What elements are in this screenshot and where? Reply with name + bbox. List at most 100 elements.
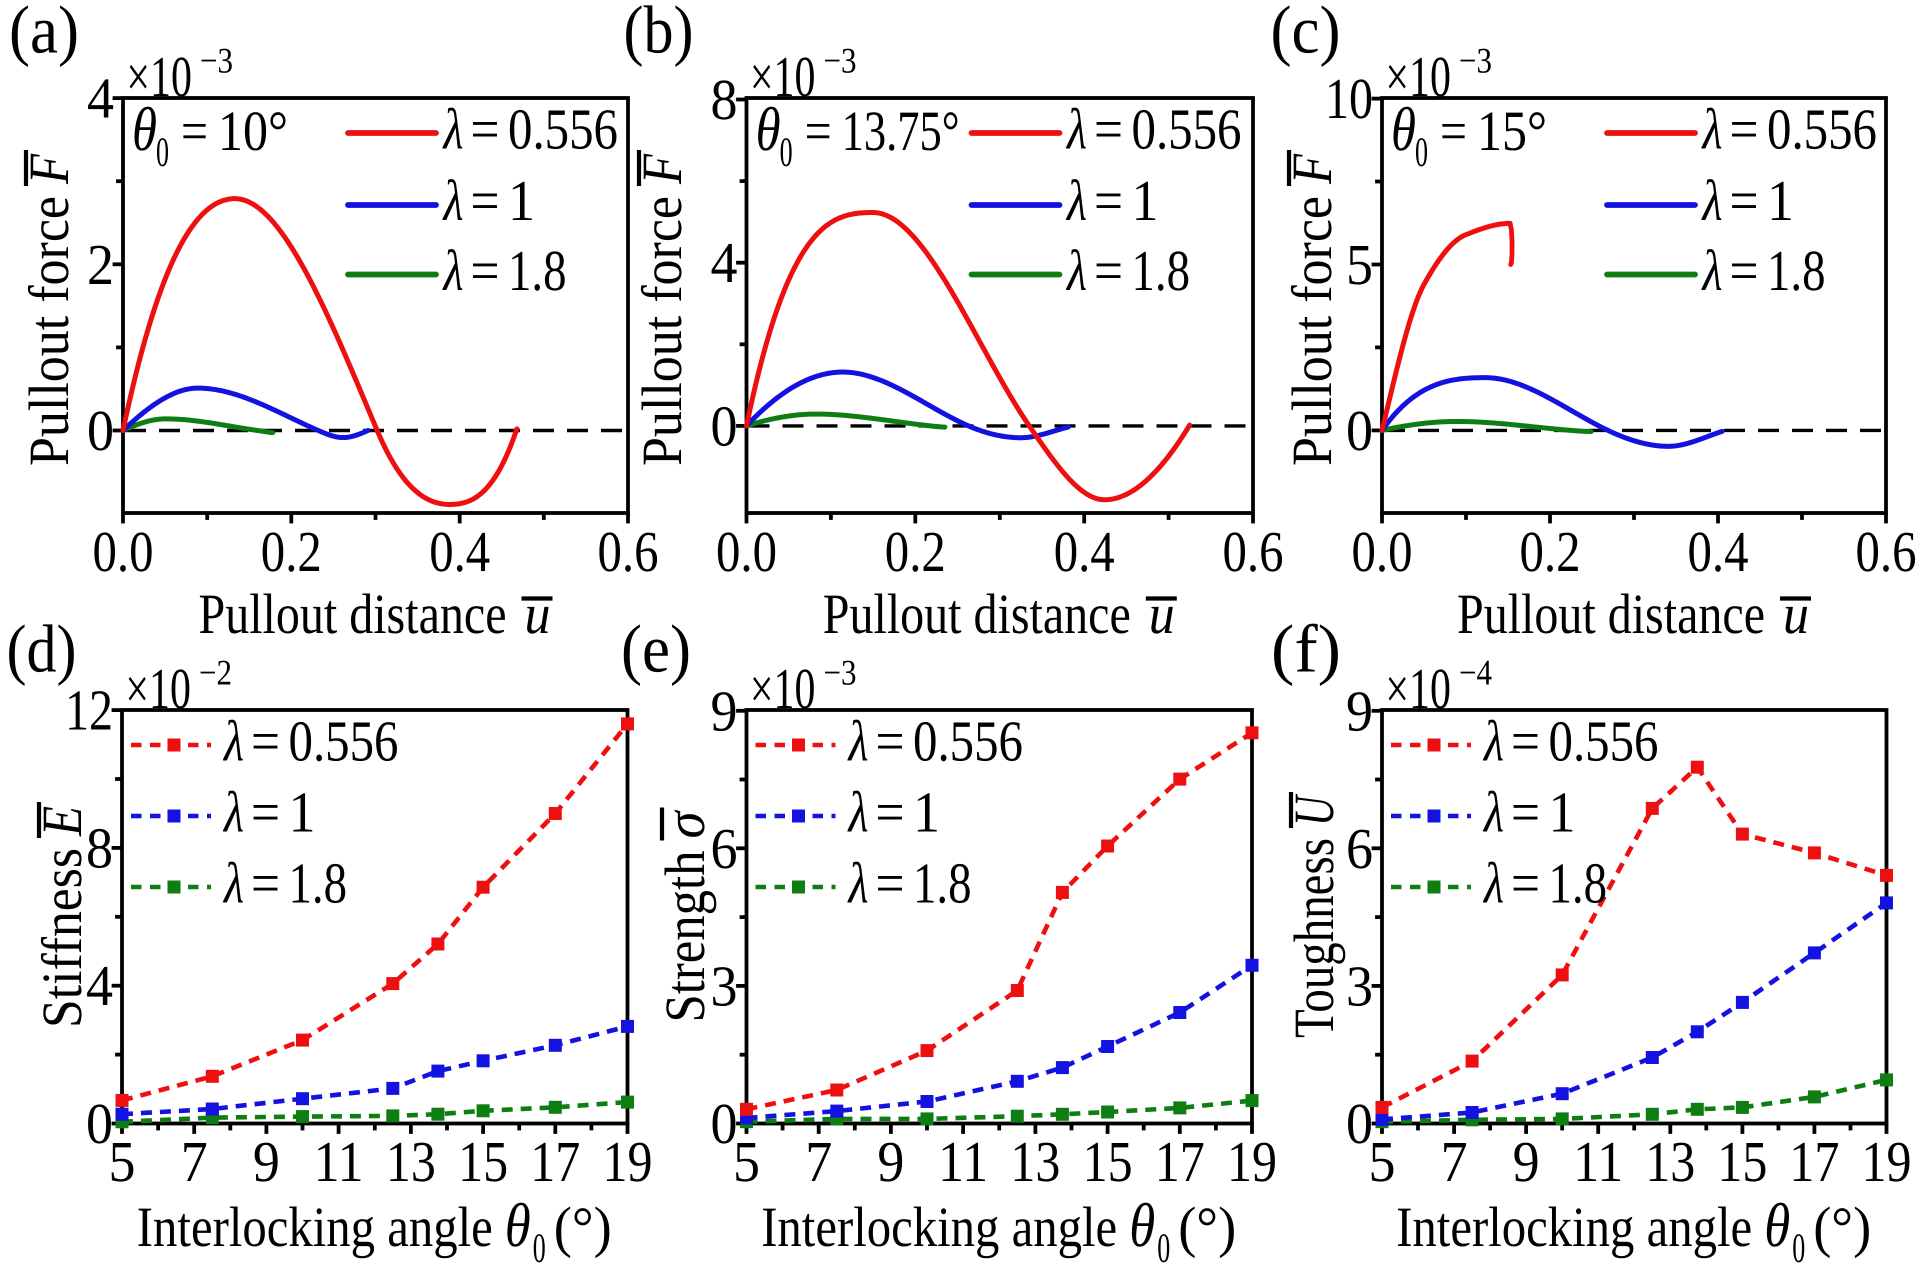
svg-text:(°): (°) (554, 1196, 612, 1259)
svg-text:u: u (1783, 583, 1809, 646)
svg-text:(c): (c) (1271, 0, 1341, 68)
svg-text:0: 0 (1346, 398, 1373, 463)
svg-text:λ: λ (847, 709, 869, 774)
svg-text:0.4: 0.4 (1688, 519, 1749, 584)
svg-text:λ: λ (847, 780, 869, 845)
svg-text:0.2: 0.2 (261, 519, 322, 584)
svg-text:θ: θ (505, 1192, 531, 1260)
svg-text:λ: λ (1701, 168, 1723, 233)
svg-text:3: 3 (1346, 953, 1373, 1018)
svg-text:U: U (1283, 793, 1346, 826)
svg-text:15: 15 (458, 1129, 508, 1194)
svg-text:=: = (1730, 238, 1759, 303)
svg-text:11: 11 (1573, 1129, 1623, 1194)
svg-text:13: 13 (386, 1129, 436, 1194)
svg-text:=: = (471, 97, 500, 162)
svg-text:Pullout force: Pullout force (631, 196, 694, 466)
svg-text:Interlocking angle: Interlocking angle (137, 1196, 493, 1259)
svg-text:=: = (1440, 100, 1467, 163)
svg-text:=: = (1511, 709, 1540, 774)
svg-text:(e): (e) (621, 611, 691, 687)
svg-text:(°): (°) (1178, 1196, 1236, 1259)
svg-text:=: = (1730, 168, 1759, 233)
svg-text:λ: λ (222, 709, 244, 774)
svg-text:F: F (18, 153, 81, 185)
svg-text:Strength: Strength (654, 851, 717, 1023)
svg-text:λ: λ (1482, 851, 1504, 916)
svg-text:1: 1 (1767, 168, 1794, 233)
svg-text:0.556: 0.556 (508, 97, 618, 162)
svg-text:13: 13 (1645, 1129, 1695, 1194)
svg-text:(°): (°) (1813, 1196, 1871, 1259)
svg-text:17: 17 (530, 1129, 580, 1194)
svg-text:×10: ×10 (750, 656, 816, 721)
svg-text:6: 6 (711, 816, 738, 881)
svg-text:(b): (b) (624, 0, 694, 68)
svg-text:=: = (1094, 238, 1123, 303)
svg-text:λ: λ (847, 851, 869, 916)
svg-text:0: 0 (711, 1091, 738, 1156)
svg-text:1.8: 1.8 (508, 238, 567, 303)
svg-text:0: 0 (780, 130, 793, 176)
svg-text:θ: θ (1391, 96, 1416, 164)
svg-text:1.8: 1.8 (1767, 238, 1826, 303)
svg-text:0.0: 0.0 (716, 519, 777, 584)
svg-text:9: 9 (253, 1129, 280, 1194)
svg-text:0: 0 (1415, 130, 1428, 176)
svg-text:λ: λ (442, 168, 464, 233)
svg-text:1.8: 1.8 (913, 851, 972, 916)
svg-text:×10: ×10 (750, 44, 816, 109)
svg-text:0: 0 (156, 130, 169, 176)
svg-text:λ: λ (1482, 709, 1504, 774)
svg-text:θ: θ (1764, 1192, 1790, 1260)
svg-text:λ: λ (1701, 97, 1723, 162)
svg-text:17: 17 (1155, 1129, 1205, 1194)
svg-text:0.4: 0.4 (429, 519, 490, 584)
svg-text:0.2: 0.2 (885, 519, 946, 584)
svg-text:λ: λ (222, 851, 244, 916)
svg-text:0.6: 0.6 (598, 519, 659, 584)
svg-text:Pullout force: Pullout force (1281, 196, 1344, 466)
svg-text:5: 5 (109, 1129, 136, 1194)
svg-text:0: 0 (87, 398, 114, 463)
svg-text:4: 4 (711, 230, 738, 295)
svg-text:F: F (631, 153, 694, 185)
svg-text:1: 1 (289, 780, 316, 845)
svg-text:0: 0 (1792, 1226, 1805, 1265)
svg-text:0: 0 (1157, 1226, 1170, 1265)
svg-text:10: 10 (1325, 66, 1373, 131)
svg-text:Interlocking angle: Interlocking angle (1396, 1196, 1752, 1259)
svg-text:0.2: 0.2 (1520, 519, 1581, 584)
svg-text:19: 19 (1227, 1129, 1277, 1194)
svg-text:1: 1 (1132, 168, 1159, 233)
svg-text:19: 19 (1862, 1129, 1912, 1194)
svg-text:E: E (31, 806, 94, 837)
svg-text:13.75°: 13.75° (842, 100, 960, 163)
svg-text:5: 5 (1369, 1129, 1396, 1194)
svg-text:λ: λ (1065, 238, 1087, 303)
svg-text:9: 9 (711, 678, 738, 743)
svg-text:=: = (181, 100, 208, 163)
svg-text:(d): (d) (7, 611, 77, 687)
svg-text:F: F (1281, 153, 1344, 185)
svg-text:2: 2 (87, 232, 114, 297)
svg-text:15: 15 (1083, 1129, 1133, 1194)
svg-text:0: 0 (1346, 1091, 1373, 1156)
svg-text:Pullout distance: Pullout distance (1457, 583, 1765, 646)
svg-text:=: = (471, 168, 500, 233)
svg-text:λ: λ (1065, 97, 1087, 162)
svg-text:0.556: 0.556 (289, 709, 399, 774)
svg-text:9: 9 (1346, 678, 1373, 743)
svg-text:4: 4 (87, 66, 114, 131)
svg-text:3: 3 (711, 953, 738, 1018)
svg-text:11: 11 (314, 1129, 364, 1194)
svg-text:θ: θ (132, 96, 157, 164)
svg-text:(f): (f) (1271, 611, 1341, 687)
svg-text:6: 6 (1346, 816, 1373, 881)
svg-text:15°: 15° (1477, 100, 1547, 163)
svg-text:13: 13 (1010, 1129, 1060, 1194)
svg-text:×10: ×10 (125, 656, 190, 721)
svg-text:u: u (525, 583, 551, 646)
svg-text:σ: σ (654, 810, 717, 839)
svg-text:Pullout distance: Pullout distance (823, 583, 1131, 646)
